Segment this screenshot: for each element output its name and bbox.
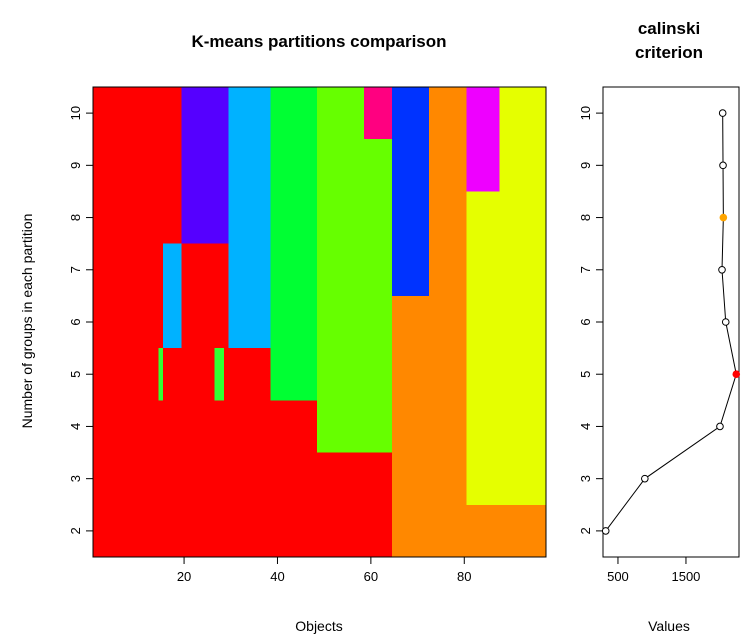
heatmap-y-tick-label: 8 xyxy=(68,214,83,221)
heatmap-cells xyxy=(93,87,546,557)
criterion-y-tick-label: 4 xyxy=(578,423,593,430)
heatmap-x-axis: 20 40 60 80 xyxy=(177,557,472,584)
criterion-y-tick-label: 9 xyxy=(578,162,593,169)
heatmap-cell-9 xyxy=(214,348,224,401)
heatmap-cell-16 xyxy=(163,87,182,244)
heatmap-cell-7 xyxy=(158,348,164,401)
criterion-y-tick-label: 10 xyxy=(578,106,593,120)
criterion-point-6 xyxy=(721,318,730,326)
heatmap-cell-0 xyxy=(93,452,392,557)
criterion-point-3 xyxy=(641,474,649,483)
criterion-point-5 xyxy=(732,370,741,379)
criterion-point-10 xyxy=(718,109,727,117)
heatmap-y-tick-label: 9 xyxy=(68,162,83,169)
heatmap-y-tick-label: 10 xyxy=(68,106,83,120)
heatmap-cell-19 xyxy=(429,87,467,296)
heatmap-y-tick-label: 5 xyxy=(68,371,83,378)
criterion-point-9 xyxy=(719,161,727,170)
criterion-title-line-1: calinski xyxy=(638,19,700,38)
heatmap-cell-21 xyxy=(499,87,546,192)
criterion-point-4 xyxy=(716,422,724,431)
criterion-y-tick-label: 6 xyxy=(578,318,593,325)
criterion-y-tick-label: 5 xyxy=(578,371,593,378)
criterion-x-label: Values xyxy=(648,618,690,634)
criterion-point-7 xyxy=(718,265,726,274)
criterion-x-axis: 500 1500 xyxy=(607,557,700,584)
heatmap-y-tick-label: 4 xyxy=(68,423,83,430)
criterion-y-tick-label: 2 xyxy=(578,527,593,534)
heatmap-cell-20 xyxy=(466,87,500,192)
heatmap-cell-12 xyxy=(158,87,164,349)
heatmap-x-tick-label: 20 xyxy=(177,569,191,584)
heatmap-y-axis: 2 3 4 5 6 7 8 9 10 xyxy=(68,106,93,535)
heatmap-y-label: Number of groups in each partition xyxy=(19,214,35,429)
heatmap-cell-11 xyxy=(270,87,318,401)
criterion-point-8 xyxy=(719,213,728,222)
heatmap-cell-15 xyxy=(228,87,271,349)
heatmap-y-tick-label: 2 xyxy=(68,527,83,534)
criterion-y-axis: 2 3 4 5 6 7 8 9 10 xyxy=(578,106,603,535)
criterion-y-tick-label: 7 xyxy=(578,266,593,273)
heatmap-x-tick-label: 60 xyxy=(364,569,378,584)
heatmap-x-label: Objects xyxy=(295,618,342,634)
criterion-point-2 xyxy=(601,527,610,535)
heatmap-cell-3 xyxy=(466,191,546,505)
criterion-y-tick-label: 3 xyxy=(578,475,593,482)
heatmap-cell-13 xyxy=(163,243,182,349)
criterion-y-tick-label: 8 xyxy=(578,214,593,221)
heatmap-y-tick-label: 7 xyxy=(68,266,83,273)
heatmap-cell-23 xyxy=(363,87,392,140)
criterion-points xyxy=(601,109,741,535)
criterion-title-line-2: criterion xyxy=(635,43,703,62)
heatmap-cell-10 xyxy=(223,348,271,401)
heatmap-cell-18 xyxy=(391,87,430,296)
heatmap-cell-2 xyxy=(391,295,467,505)
criterion-frame xyxy=(602,86,740,558)
heatmap-y-tick-label: 3 xyxy=(68,475,83,482)
heatmap-cell-4 xyxy=(93,400,318,453)
heatmap-cell-14 xyxy=(181,243,229,349)
heatmap-cell-5 xyxy=(317,139,392,453)
criterion-x-tick-label: 1500 xyxy=(671,569,700,584)
heatmap-cell-6 xyxy=(93,87,159,401)
heatmap-cell-1 xyxy=(391,504,546,557)
heatmap-title: K-means partitions comparison xyxy=(191,32,446,51)
heatmap-cell-8 xyxy=(163,348,215,401)
heatmap-x-tick-label: 80 xyxy=(457,569,471,584)
heatmap-y-tick-label: 6 xyxy=(68,318,83,325)
heatmap-cell-17 xyxy=(181,87,229,244)
criterion-x-tick-label: 500 xyxy=(607,569,629,584)
criterion-series-line xyxy=(605,113,737,532)
heatmap-cell-22 xyxy=(317,87,364,140)
heatmap-x-tick-label: 40 xyxy=(270,569,284,584)
